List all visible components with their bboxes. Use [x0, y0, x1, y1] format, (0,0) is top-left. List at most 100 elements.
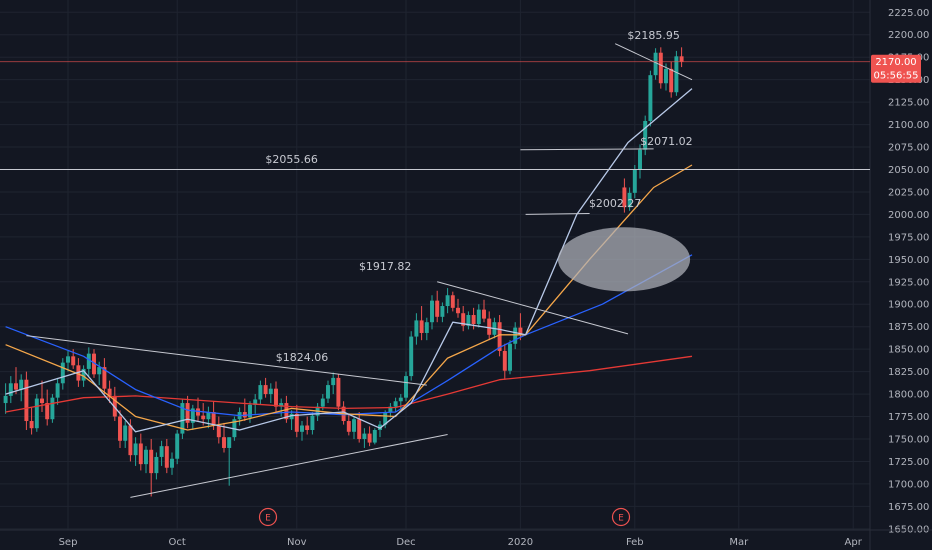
candle-body[interactable]	[674, 56, 679, 93]
candle-body[interactable]	[71, 356, 76, 366]
candle-body[interactable]	[409, 336, 414, 377]
candle-body[interactable]	[190, 408, 195, 423]
candle-body[interactable]	[508, 343, 512, 371]
candle-body[interactable]	[497, 322, 502, 351]
candle-body[interactable]	[149, 449, 154, 474]
candle-body[interactable]	[632, 169, 637, 193]
candle-body[interactable]	[461, 313, 466, 326]
candle-body[interactable]	[263, 385, 268, 395]
candle-body[interactable]	[466, 315, 471, 326]
earnings-marker[interactable]	[611, 507, 631, 527]
candle-body[interactable]	[232, 419, 237, 438]
candle-body[interactable]	[414, 320, 419, 337]
candle-body[interactable]	[326, 385, 330, 399]
candle-body[interactable]	[398, 397, 403, 402]
candle-body[interactable]	[404, 376, 408, 398]
candle-body[interactable]	[19, 379, 24, 390]
candle-body[interactable]	[24, 379, 29, 422]
candle-body[interactable]	[97, 367, 102, 375]
candle-body[interactable]	[102, 367, 107, 389]
candle-body[interactable]	[144, 449, 148, 465]
candle-body[interactable]	[180, 403, 185, 434]
candle-body[interactable]	[393, 401, 398, 407]
candle-body[interactable]	[274, 388, 278, 407]
candle-body[interactable]	[3, 395, 8, 404]
candle-body[interactable]	[248, 404, 252, 418]
candle-body[interactable]	[450, 295, 455, 308]
candle-body[interactable]	[664, 68, 668, 84]
candle-body[interactable]	[86, 353, 91, 369]
candle-body[interactable]	[40, 398, 44, 404]
candle-body[interactable]	[81, 368, 86, 381]
candle-body[interactable]	[487, 318, 492, 335]
candle-body[interactable]	[346, 421, 351, 432]
candle-body[interactable]	[367, 433, 372, 443]
candle-body[interactable]	[112, 395, 117, 417]
candle-body[interactable]	[55, 383, 60, 398]
candle-body[interactable]	[154, 456, 159, 474]
candle-body[interactable]	[159, 446, 164, 457]
candle-body[interactable]	[362, 433, 367, 439]
candle-body[interactable]	[456, 307, 460, 314]
candle-body[interactable]	[435, 300, 440, 317]
candle-body[interactable]	[170, 458, 174, 468]
candle-body[interactable]	[196, 408, 200, 416]
candle-body[interactable]	[518, 327, 523, 335]
candle-body[interactable]	[284, 403, 289, 420]
candle-body[interactable]	[388, 406, 393, 413]
candle-body[interactable]	[50, 397, 55, 420]
candle-body[interactable]	[679, 56, 684, 62]
candle-body[interactable]	[352, 419, 356, 432]
candle-body[interactable]	[643, 120, 648, 150]
candle-body[interactable]	[378, 424, 382, 430]
candle-body[interactable]	[383, 412, 388, 425]
candle-body[interactable]	[294, 413, 299, 432]
candle-body[interactable]	[471, 315, 476, 324]
candle-body[interactable]	[8, 383, 13, 396]
candle-body[interactable]	[201, 415, 206, 420]
candle-body[interactable]	[372, 430, 377, 443]
candle-body[interactable]	[476, 309, 481, 324]
candle-body[interactable]	[430, 300, 434, 323]
candle-body[interactable]	[638, 149, 642, 170]
candle-body[interactable]	[175, 433, 180, 459]
candle-body[interactable]	[669, 68, 674, 93]
highlight-ellipse[interactable]	[557, 227, 691, 292]
candle-body[interactable]	[34, 398, 39, 429]
candle-body[interactable]	[289, 413, 294, 420]
candle-body[interactable]	[133, 443, 138, 456]
candle-body[interactable]	[279, 403, 284, 407]
candle-body[interactable]	[253, 399, 258, 405]
candle-body[interactable]	[305, 425, 310, 430]
earnings-marker[interactable]	[258, 507, 278, 527]
candle-body[interactable]	[445, 295, 450, 307]
candle-body[interactable]	[622, 187, 627, 208]
candle-body[interactable]	[482, 309, 486, 319]
candle-body[interactable]	[310, 415, 315, 430]
candle-body[interactable]	[300, 425, 304, 432]
candle-body[interactable]	[123, 425, 128, 441]
candle-body[interactable]	[227, 437, 232, 448]
trendline[interactable]	[525, 213, 590, 215]
trendline[interactable]	[437, 281, 629, 335]
candle-body[interactable]	[206, 412, 211, 420]
candle-body[interactable]	[107, 388, 112, 396]
candle-body[interactable]	[440, 306, 445, 317]
candle-body[interactable]	[211, 412, 216, 426]
candle-body[interactable]	[14, 383, 18, 390]
candle-body[interactable]	[185, 403, 190, 423]
candle-body[interactable]	[336, 377, 341, 407]
candle-body[interactable]	[653, 52, 658, 76]
candle-body[interactable]	[627, 192, 632, 208]
candle-body[interactable]	[357, 419, 362, 439]
candle-body[interactable]	[128, 425, 133, 456]
candle-body[interactable]	[138, 443, 143, 465]
candle-body[interactable]	[76, 365, 81, 381]
candle-body[interactable]	[268, 388, 273, 395]
trendline[interactable]	[130, 434, 448, 498]
candle-body[interactable]	[502, 350, 507, 371]
candle-body[interactable]	[45, 403, 50, 420]
trendline[interactable]	[520, 148, 654, 151]
candle-body[interactable]	[419, 320, 424, 333]
candle-body[interactable]	[60, 362, 65, 384]
